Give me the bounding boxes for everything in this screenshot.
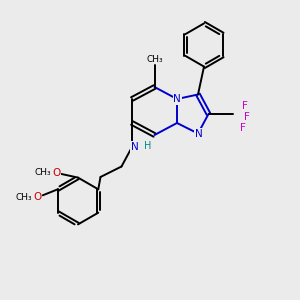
Text: H: H: [144, 141, 151, 152]
Text: O: O: [33, 192, 41, 202]
Text: N: N: [195, 129, 203, 139]
Text: CH₃: CH₃: [34, 168, 51, 177]
Text: N: N: [173, 94, 181, 104]
Text: F: F: [244, 112, 250, 122]
Text: N: N: [130, 142, 138, 152]
Text: CH₃: CH₃: [146, 55, 163, 64]
Text: O: O: [52, 168, 60, 178]
Text: CH₃: CH₃: [16, 193, 32, 202]
Text: F: F: [240, 123, 246, 134]
Text: F: F: [242, 100, 248, 111]
